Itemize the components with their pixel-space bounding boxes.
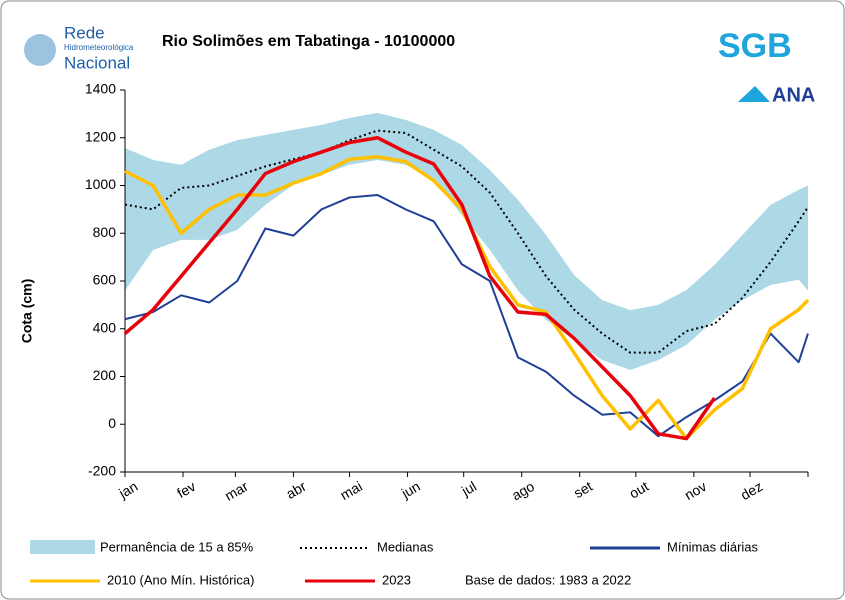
legend-label: Mínimas diárias [667, 539, 759, 554]
y-tick-label: 600 [93, 272, 117, 288]
legend-label: 2010 (Ano Mín. Histórica) [107, 572, 254, 587]
logo-text: Nacional [64, 53, 130, 72]
chart-title: Rio Solimões em Tabatinga - 10100000 [162, 33, 455, 50]
logo-sgb: SGB [718, 27, 792, 65]
y-tick-label: 200 [93, 367, 117, 383]
series-line [124, 129, 809, 354]
x-tick-label: jul [458, 478, 479, 499]
logo-ana: ANA [772, 84, 815, 106]
y-tick-label: -200 [88, 463, 116, 479]
logo-rede: Rede Hidrometeorológica Nacional [24, 23, 134, 72]
legend-label: 2023 [382, 572, 411, 587]
y-axis-label: Cota (cm) [19, 279, 35, 344]
logo-mark [24, 34, 56, 66]
y-tick-label: 400 [93, 319, 117, 335]
y-tick-label: 1000 [85, 176, 116, 192]
y-tick-label: 800 [93, 224, 117, 240]
y-tick-label: 1400 [85, 81, 116, 97]
logo-text: Hidrometeorológica [64, 43, 134, 52]
logo-text: Rede [64, 23, 105, 42]
logo-ana-mark [738, 86, 770, 102]
series-line [123, 136, 716, 441]
band-area [125, 112, 808, 371]
legend-label: Permanência de 15 a 85% [100, 539, 254, 554]
legend-swatch [30, 540, 95, 554]
y-tick-label: 0 [108, 415, 116, 431]
y-tick-label: 1200 [85, 128, 116, 144]
note: Base de dados: 1983 a 2022 [465, 572, 631, 587]
legend-label: Medianas [377, 539, 434, 554]
